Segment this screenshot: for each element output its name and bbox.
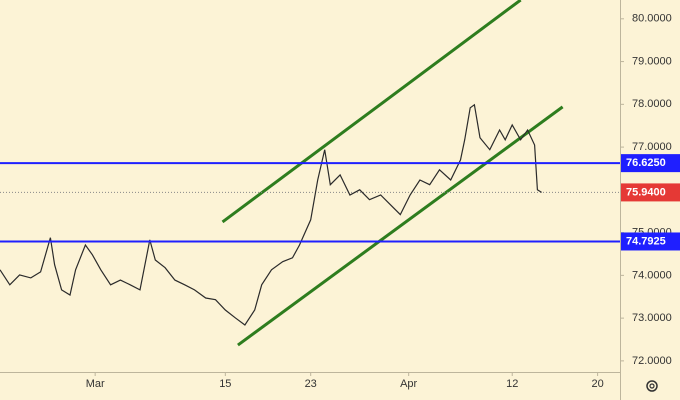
y-tick-label: 74.0000 bbox=[632, 269, 672, 281]
level-label-box bbox=[621, 232, 680, 251]
y-tick-label: 77.0000 bbox=[632, 141, 672, 153]
level-label: 74.7925 bbox=[626, 235, 666, 247]
settings-icon[interactable] bbox=[646, 380, 658, 392]
trendline bbox=[237, 105, 564, 347]
x-tick-label: 15 bbox=[219, 378, 231, 390]
last-price-box bbox=[621, 183, 680, 202]
y-tick-label: 80.0000 bbox=[632, 13, 672, 25]
level-label-box bbox=[621, 154, 680, 173]
trendline bbox=[221, 0, 522, 224]
x-tick-label: 20 bbox=[591, 378, 603, 390]
x-tick-label: 12 bbox=[506, 378, 518, 390]
y-tick-label: 72.0000 bbox=[632, 355, 672, 367]
y-tick-label: 78.0000 bbox=[632, 98, 672, 110]
level-label: 76.6250 bbox=[626, 157, 666, 169]
x-tick-label: Mar bbox=[86, 378, 105, 390]
y-tick-label: 73.0000 bbox=[632, 312, 672, 324]
x-tick-label: 23 bbox=[305, 378, 317, 390]
price-line bbox=[0, 103, 542, 326]
y-tick-label: 79.0000 bbox=[632, 55, 672, 67]
x-tick-label: Apr bbox=[400, 378, 417, 390]
last-price-label: 75.9400 bbox=[626, 186, 666, 198]
